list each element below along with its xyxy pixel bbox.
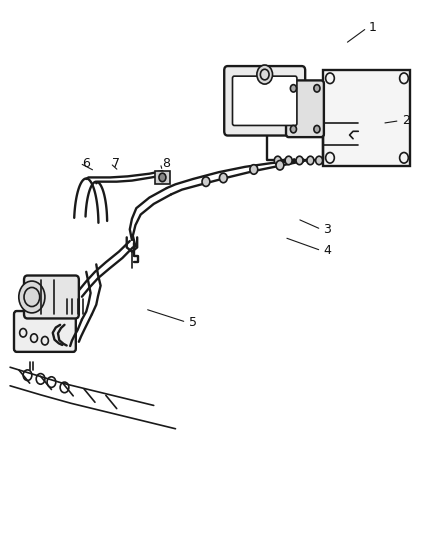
- Circle shape: [316, 156, 322, 165]
- Circle shape: [159, 173, 166, 182]
- FancyBboxPatch shape: [14, 311, 76, 352]
- Circle shape: [314, 125, 320, 133]
- Circle shape: [290, 85, 297, 92]
- FancyBboxPatch shape: [233, 76, 297, 125]
- Text: 6: 6: [82, 157, 90, 169]
- Circle shape: [307, 156, 314, 165]
- FancyBboxPatch shape: [286, 80, 324, 137]
- Circle shape: [296, 156, 303, 165]
- Circle shape: [257, 65, 272, 84]
- Circle shape: [250, 165, 258, 174]
- Text: 3: 3: [323, 223, 331, 236]
- Circle shape: [276, 160, 284, 170]
- Circle shape: [202, 177, 210, 187]
- Text: 4: 4: [323, 244, 331, 257]
- FancyBboxPatch shape: [224, 66, 305, 135]
- Circle shape: [314, 85, 320, 92]
- Text: 2: 2: [402, 114, 410, 127]
- Circle shape: [19, 281, 45, 313]
- Bar: [323, 70, 410, 166]
- Text: 8: 8: [162, 157, 170, 169]
- Circle shape: [219, 173, 227, 183]
- FancyBboxPatch shape: [24, 276, 79, 318]
- Circle shape: [274, 156, 281, 165]
- Circle shape: [285, 156, 292, 165]
- Circle shape: [290, 125, 297, 133]
- Text: 7: 7: [113, 157, 120, 169]
- Text: 1: 1: [369, 21, 377, 35]
- Text: 5: 5: [188, 316, 197, 329]
- Bar: [155, 171, 170, 184]
